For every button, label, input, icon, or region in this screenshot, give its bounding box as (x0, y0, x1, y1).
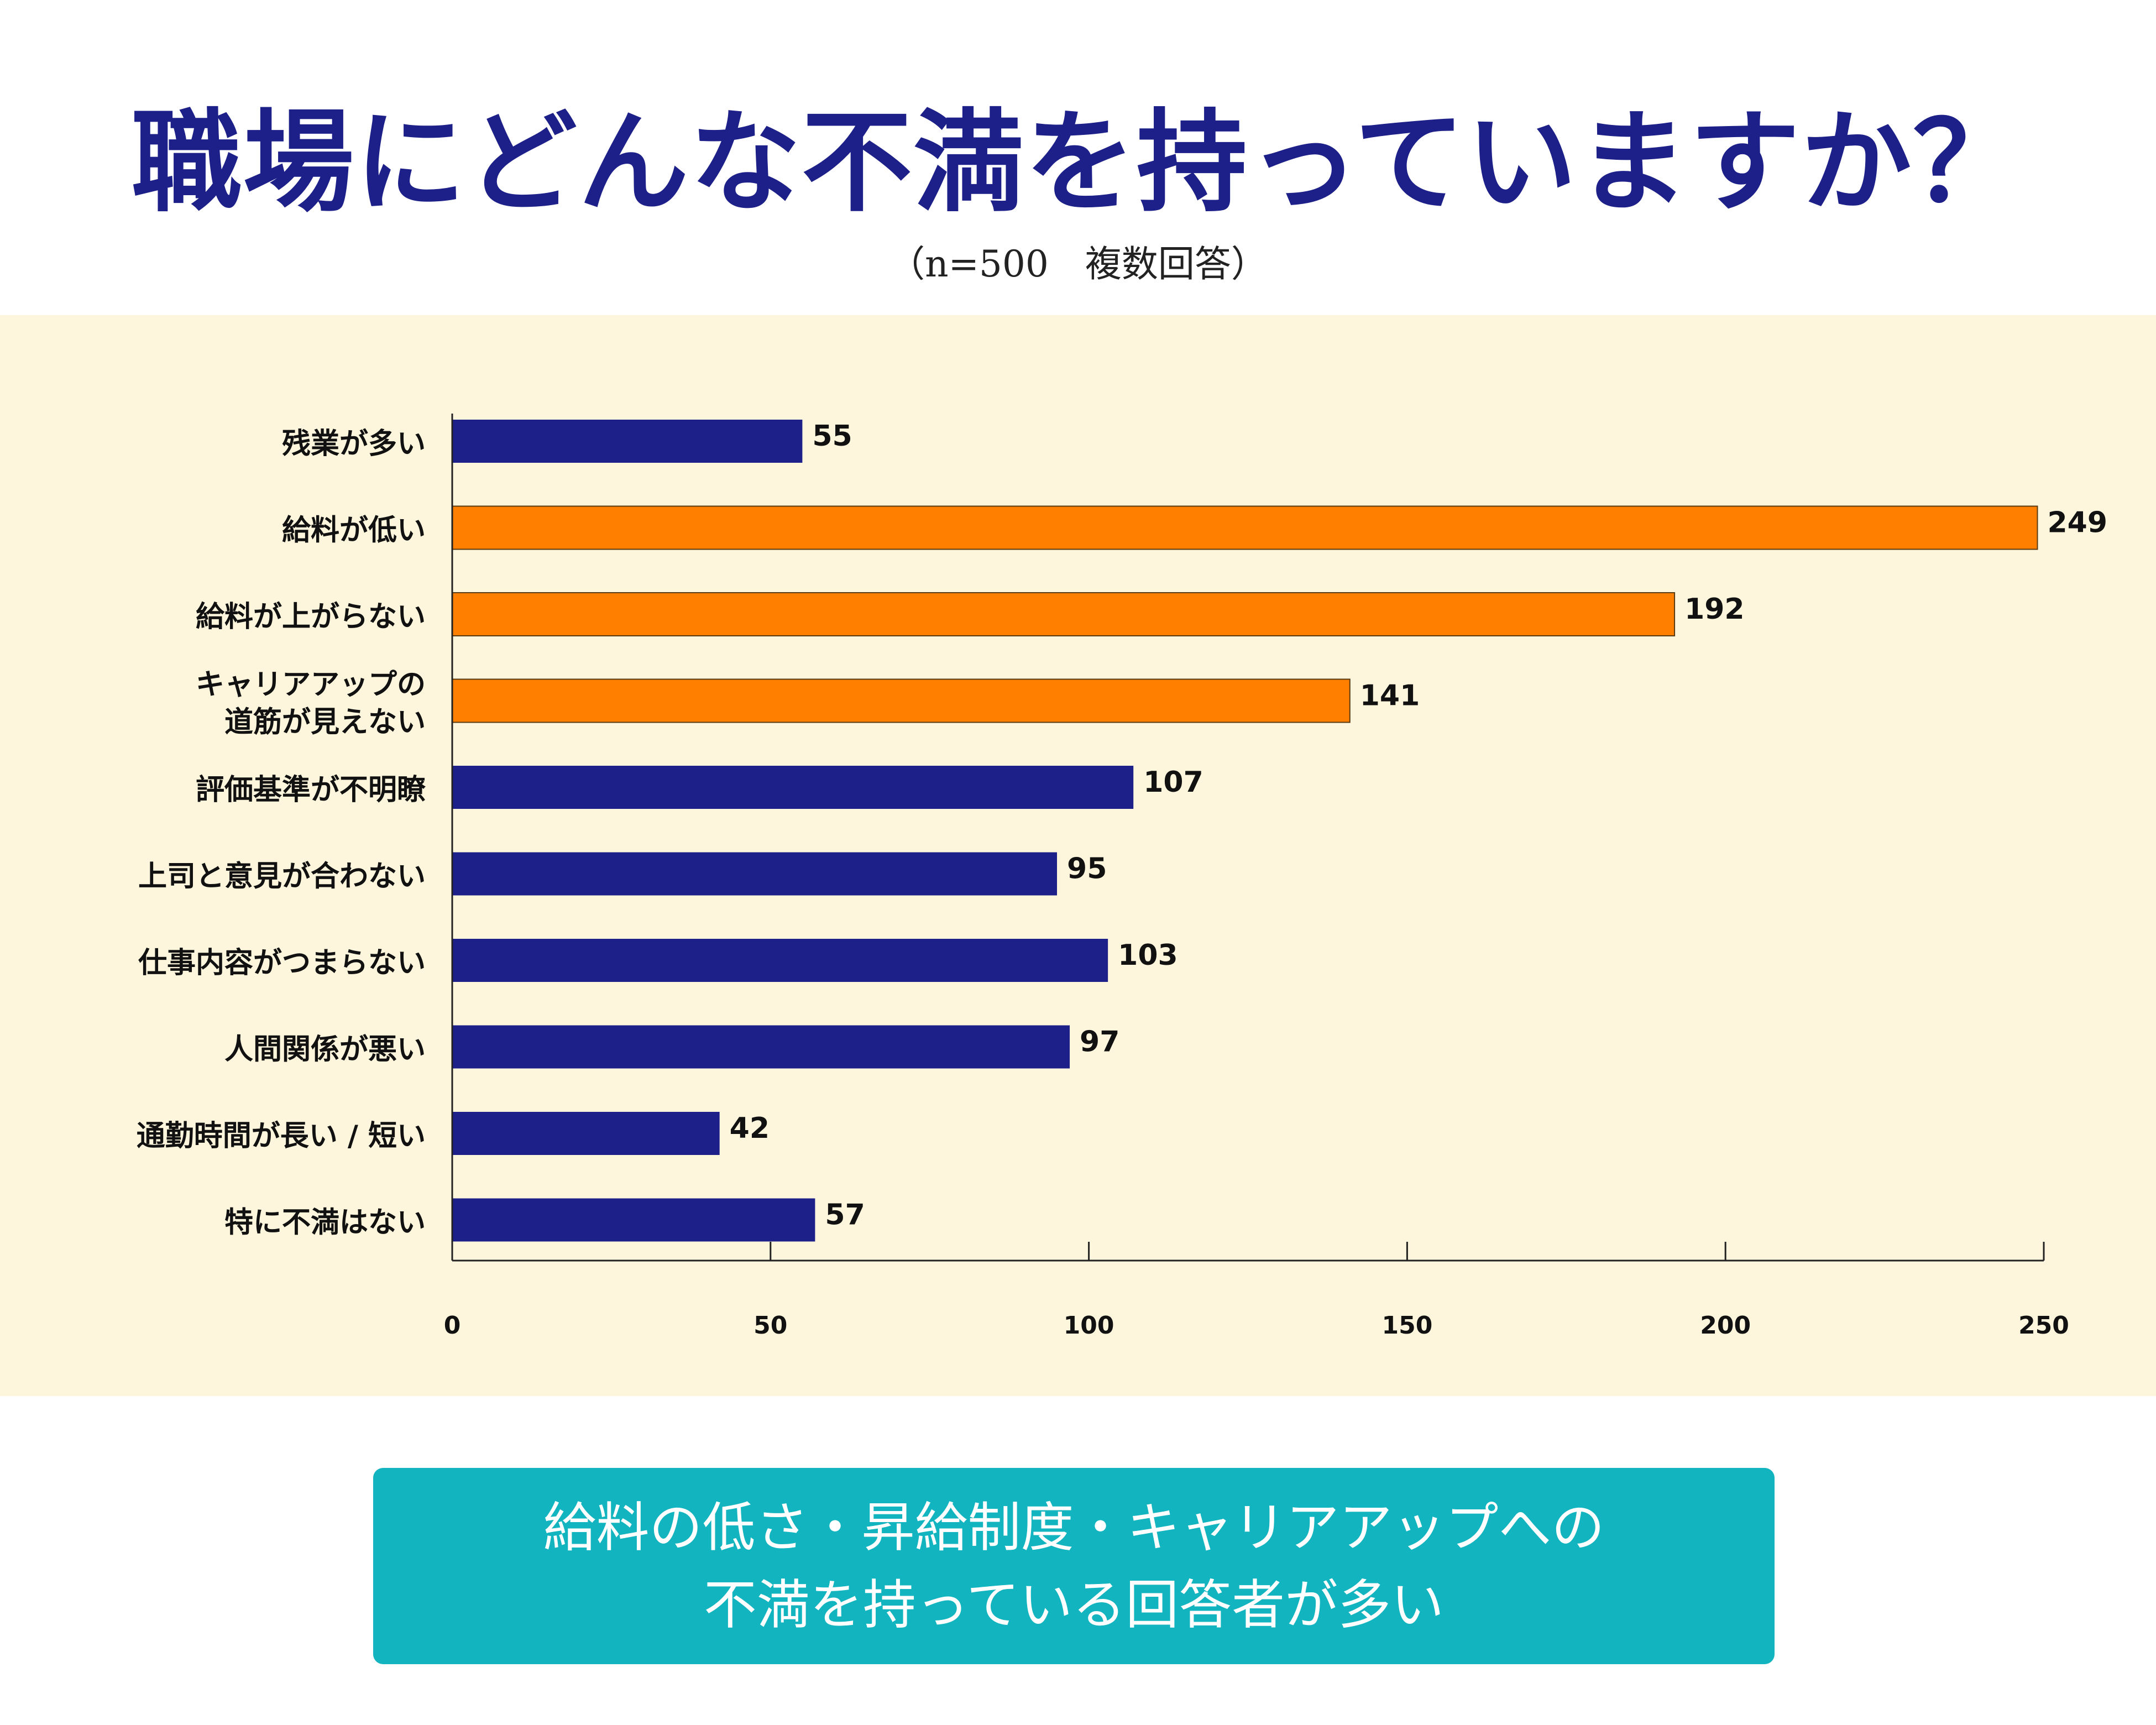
bar (452, 939, 1108, 982)
category-label: 上司と意見が合わない (138, 860, 426, 893)
x-tick-label: 200 (1700, 1311, 1751, 1340)
data-label: 141 (1360, 679, 1420, 713)
category-label: 特に不満はない (224, 1206, 426, 1240)
summary-note-line-1: 給料の低さ・昇給制度・キャリアアップへの (543, 1496, 1605, 1559)
bar (452, 1198, 815, 1242)
bar (452, 678, 1351, 723)
chart-subtitle: （n=500 複数回答） (888, 243, 1268, 285)
x-tick-label: 250 (2018, 1311, 2069, 1340)
category-label: 通勤時間が長い / 短い (137, 1120, 426, 1153)
category-label: 仕事内容がつまらない (138, 947, 426, 980)
x-tick-label: 150 (1381, 1311, 1432, 1340)
data-label: 97 (1080, 1026, 1119, 1059)
data-label: 192 (1684, 593, 1745, 626)
data-label: 249 (2047, 506, 2107, 540)
bar (452, 420, 803, 463)
category-label: 評価基準が不明瞭 (196, 773, 426, 807)
bar (452, 1112, 720, 1155)
data-label: 103 (1118, 939, 1178, 972)
bar (452, 852, 1058, 896)
x-tick-label: 50 (753, 1311, 787, 1340)
summary-note-box: 給料の低さ・昇給制度・キャリアアップへの 不満を持っている回答者が多い (373, 1468, 1775, 1664)
chart-panel (0, 315, 2156, 1396)
category-label: 給料が上がらない (196, 600, 426, 634)
category-label: キャリアアップの (196, 668, 426, 702)
category-label: 人間関係が悪い (224, 1033, 426, 1067)
x-tick-label: 100 (1064, 1311, 1114, 1340)
bar (452, 1025, 1070, 1069)
chart-title: 職場にどんな不満を持っていますか？ (131, 98, 2024, 227)
bar-chart: 55 残業が多い 249 給料が低い 192 給料が上がらない 141 キャリアアップの道筋が… (137, 414, 2107, 1340)
data-label: 55 (812, 420, 852, 453)
data-label: 57 (825, 1199, 865, 1232)
bar (452, 505, 2038, 550)
category-label: 道筋が見えない (224, 706, 426, 739)
category-label: 残業が多い (282, 427, 426, 461)
data-label: 107 (1143, 766, 1203, 799)
data-label: 95 (1067, 853, 1107, 886)
summary-note-line-2: 不満を持っている回答者が多い (703, 1574, 1445, 1636)
x-tick-label: 0 (444, 1311, 461, 1340)
category-label: 給料が低い (282, 514, 426, 547)
data-label: 42 (730, 1112, 770, 1145)
bar (452, 592, 1676, 636)
bar (452, 766, 1134, 809)
